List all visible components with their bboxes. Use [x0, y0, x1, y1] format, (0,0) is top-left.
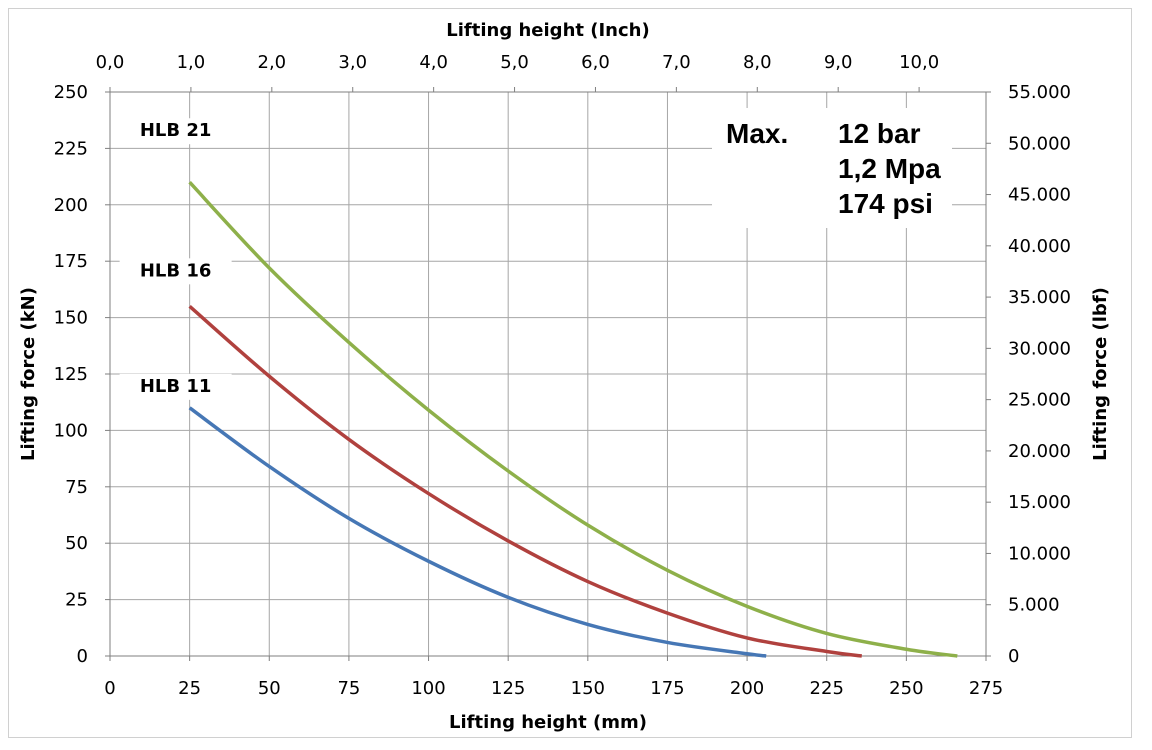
series-label-background — [119, 258, 232, 285]
y-tick-label: 125 — [54, 364, 88, 385]
x-tick-label: 75 — [337, 678, 360, 699]
y2-tick-label: 20.000 — [1008, 441, 1071, 462]
x2-tick-label: 3,0 — [338, 52, 367, 73]
tick-labels: 0 25 50 75 100 125 150 175 200 225 250 275025507510… — [54, 52, 1071, 699]
series-label-hlb-11: HLB 11 — [140, 376, 212, 397]
x-tick-label: 150 — [571, 678, 605, 699]
series-label-background — [119, 373, 232, 400]
annotation-box — [712, 108, 952, 228]
y2-tick-label: 15.000 — [1008, 492, 1071, 513]
x-tick-label: 175 — [650, 678, 684, 699]
annotation-pressure-bar: 12 bar — [838, 118, 921, 149]
series-lines: HLB 21 HLB 16 HLB 11 — [140, 120, 958, 658]
y-axis-title: Lifting force (kN) — [18, 287, 39, 461]
series-line-hlb-16 — [188, 305, 862, 658]
x2-tick-label: 4,0 — [419, 52, 448, 73]
x2-tick-label: 7,0 — [662, 52, 691, 73]
x-tick-label: 25 — [178, 678, 201, 699]
y-tick-label: 0 — [77, 646, 88, 667]
y-tick-label: 225 — [54, 138, 88, 159]
x-tick-label: 0 — [104, 678, 115, 699]
x2-axis-title: Lifting height (Inch) — [446, 20, 649, 41]
y-tick-label: 100 — [54, 420, 88, 441]
x2-tick-label: 10,0 — [899, 52, 939, 73]
y2-tick-label: 40.000 — [1008, 236, 1071, 257]
y2-axis-title: Lifting force (lbf) — [1090, 287, 1111, 461]
x2-tick-label: 6,0 — [581, 52, 610, 73]
x-tick-label: 200 — [730, 678, 764, 699]
x2-tick-label: 0,0 — [96, 52, 125, 73]
series-line-hlb-11 — [188, 406, 767, 658]
x2-tick-label: 8,0 — [743, 52, 772, 73]
y-tick-label: 175 — [54, 251, 88, 272]
y2-tick-label: 10.000 — [1008, 543, 1071, 564]
x-tick-label: 125 — [491, 678, 525, 699]
series-line-hlb-21 — [188, 181, 958, 658]
plot-area-border — [109, 91, 987, 657]
x2-tick-label: 5,0 — [500, 52, 529, 73]
x-tick-label: 275 — [969, 678, 1003, 699]
x2-tick-label: 9,0 — [824, 52, 853, 73]
y2-tick-label: 55.000 — [1008, 82, 1071, 103]
y-tick-label: 150 — [54, 308, 88, 329]
annotation-background — [119, 108, 952, 400]
y2-tick-label: 25.000 — [1008, 390, 1071, 411]
x-tick-label: 100 — [411, 678, 445, 699]
x-tick-label: 50 — [258, 678, 281, 699]
annotation-pressure-mpa: 1,2 Mpa — [838, 153, 941, 184]
annotation-max: Max. — [726, 118, 788, 149]
y-tick-label: 50 — [65, 533, 88, 554]
y2-tick-label: 5.000 — [1008, 595, 1060, 616]
y-tick-label: 200 — [54, 195, 88, 216]
x2-tick-label: 1,0 — [177, 52, 206, 73]
series-label-background — [119, 118, 232, 145]
x-tick-label: 225 — [810, 678, 844, 699]
y-tick-label: 25 — [65, 590, 88, 611]
y-tick-label: 250 — [54, 82, 88, 103]
y2-tick-label: 45.000 — [1008, 185, 1071, 206]
y2-tick-label: 0 — [1008, 646, 1019, 667]
x2-tick-label: 2,0 — [258, 52, 287, 73]
y2-tick-label: 50.000 — [1008, 133, 1071, 154]
annotation-pressure-psi: 174 psi — [838, 188, 933, 219]
x-axis-title: Lifting height (mm) — [449, 712, 647, 733]
series-label-hlb-16: HLB 16 — [140, 260, 212, 281]
chart-frame — [8, 8, 1132, 738]
y2-tick-label: 35.000 — [1008, 287, 1071, 308]
x-tick-label: 250 — [889, 678, 923, 699]
y2-tick-label: 30.000 — [1008, 338, 1071, 359]
series-label-hlb-21: HLB 21 — [140, 120, 212, 141]
y-tick-label: 75 — [65, 477, 88, 498]
